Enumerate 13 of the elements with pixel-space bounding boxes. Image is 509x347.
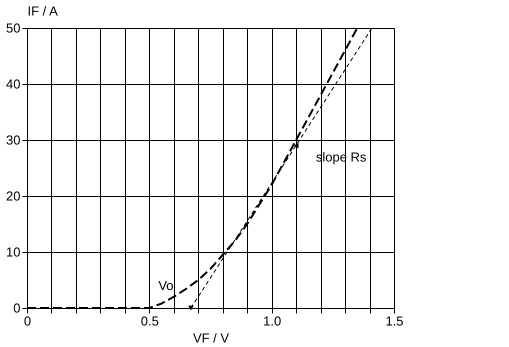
y-tick-label: 40 bbox=[6, 76, 20, 92]
x-axis-title: VF / V bbox=[192, 330, 230, 346]
y-tick-label: 30 bbox=[6, 132, 20, 148]
y-tick-label: 0 bbox=[13, 300, 20, 316]
x-tick-label: 1.5 bbox=[385, 314, 404, 328]
y-tick-label: 10 bbox=[6, 244, 20, 260]
y-axis-title: IF / A bbox=[28, 4, 58, 18]
x-tick-label: 0 bbox=[24, 314, 32, 328]
x-tick-label: 1.0 bbox=[263, 314, 282, 328]
annotation: Vo bbox=[158, 278, 174, 293]
y-tick-label: 50 bbox=[6, 20, 20, 36]
x-tick-label: 0.5 bbox=[140, 314, 159, 328]
y-tick-label: 20 bbox=[6, 188, 20, 204]
